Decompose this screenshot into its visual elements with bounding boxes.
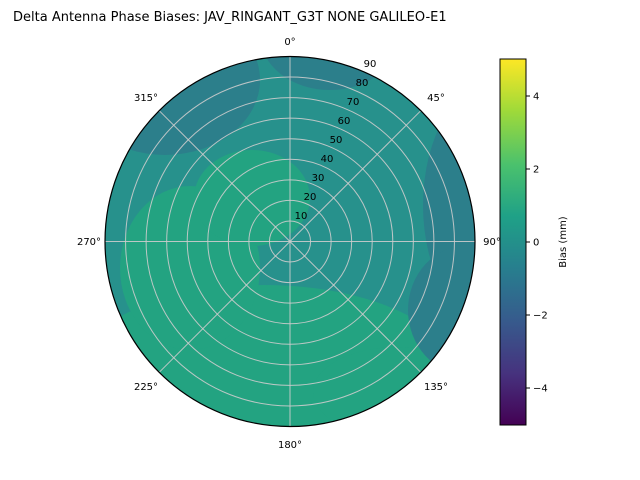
radial-label-90: 90 [364,59,377,70]
radial-label-60: 60 [338,116,351,127]
chart-title: Delta Antenna Phase Biases: JAV_RINGANT_… [13,10,447,25]
polar-grid [104,55,476,428]
radial-label-40: 40 [321,154,334,165]
colorbar-tick-label-2: 2 [533,165,539,176]
polar-outline [104,55,476,428]
colorbar-tick-label-0: 0 [533,238,539,249]
theta-label-180: 180° [278,440,302,451]
colorbar-tick-label-4: 4 [533,92,539,103]
colorbar-gradient [499,58,527,426]
bias-region-positive-center [194,150,310,246]
radial-label-30: 30 [312,173,325,184]
radial-label-20: 20 [304,192,317,203]
theta-label-315: 315° [134,93,158,104]
theta-label-135: 135° [424,382,448,393]
theta-label-90: 90° [483,237,501,248]
radial-tick-labels: 10 20 30 40 50 60 70 80 90 [295,59,377,222]
radial-label-80: 80 [356,78,369,89]
theta-label-225: 225° [134,382,158,393]
colorbar-tick-label-neg4: −4 [533,384,548,395]
radial-label-10: 10 [295,211,308,222]
colorbar-axis-label: Bias (mm) [558,216,569,268]
theta-label-0: 0° [284,37,295,48]
radial-label-70: 70 [347,97,360,108]
theta-label-270: 270° [77,237,101,248]
colorbar: 4 2 0 −2 −4 Bias (mm) [499,58,569,426]
theta-tick-labels: 0° 45° 90° 135° 180° 225° 270° 315° [77,37,501,451]
radial-label-50: 50 [330,135,343,146]
colorbar-tick-label-neg2: −2 [533,311,548,322]
theta-label-45: 45° [427,93,445,104]
